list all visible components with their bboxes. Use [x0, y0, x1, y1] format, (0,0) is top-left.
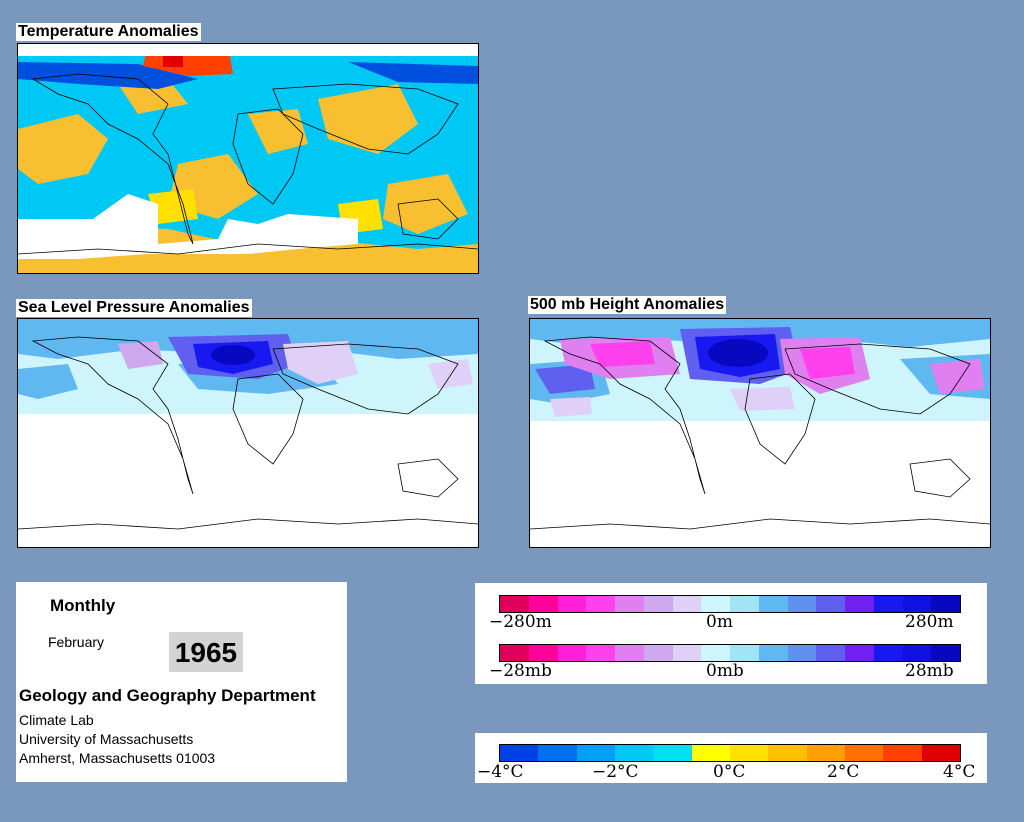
color-swatch: [902, 645, 932, 661]
color-swatch: [615, 645, 644, 661]
color-swatch: [528, 645, 558, 661]
500mb-height-anomaly-map: [529, 318, 991, 548]
color-swatch: [672, 596, 702, 612]
color-swatch: [883, 745, 922, 761]
temperature-legend-panel: −4°C −2°C 0°C 2°C 4°C: [475, 733, 987, 783]
color-swatch: [902, 596, 932, 612]
color-swatch: [787, 645, 817, 661]
info-panel: Monthly February 1965 Geology and Geogra…: [16, 582, 347, 782]
color-swatch: [500, 596, 529, 612]
color-swatch: [500, 745, 539, 761]
color-swatch: [873, 596, 903, 612]
temperature-map-title: Temperature Anomalies: [16, 23, 201, 41]
department-label: Geology and Geography Department: [19, 686, 316, 705]
year-label: 1965: [169, 632, 243, 672]
color-swatch: [701, 596, 730, 612]
color-swatch: [845, 596, 874, 612]
color-swatch: [557, 596, 587, 612]
address-label: Amherst, Massachusetts 01003: [19, 750, 216, 766]
color-swatch: [730, 645, 759, 661]
color-swatch: [643, 596, 673, 612]
color-swatch: [806, 745, 845, 761]
color-swatch: [586, 645, 615, 661]
color-swatch: [758, 596, 788, 612]
color-swatch: [787, 596, 817, 612]
month-label: February: [48, 634, 105, 650]
color-swatch: [873, 645, 903, 661]
height-scale-max-label: 280m: [905, 612, 954, 632]
sea-level-pressure-map-title: Sea Level Pressure Anomalies: [16, 299, 252, 317]
color-swatch: [730, 596, 759, 612]
color-swatch: [614, 745, 654, 761]
period-label: Monthly: [50, 596, 116, 615]
color-swatch: [931, 596, 960, 612]
temperature-tick-label: −2°C: [592, 762, 639, 782]
temperature-color-scale: [499, 744, 961, 762]
temperature-tick-label: −4°C: [477, 762, 524, 782]
color-swatch: [701, 645, 730, 661]
color-swatch: [844, 745, 884, 761]
pressure-scale-max-label: 28mb: [905, 661, 954, 681]
height-scale-min-label: −280m: [489, 612, 552, 632]
color-swatch: [672, 645, 702, 661]
color-swatch: [576, 745, 615, 761]
color-swatch: [643, 645, 673, 661]
color-swatch: [653, 745, 692, 761]
temperature-tick-label: 2°C: [827, 762, 860, 782]
color-swatch: [538, 745, 577, 761]
color-swatch: [816, 596, 845, 612]
color-swatch: [729, 745, 769, 761]
height-color-scale: [499, 595, 961, 613]
pressure-scale-center-label: 0mb: [706, 661, 744, 681]
university-label: University of Massachusetts: [19, 731, 194, 747]
color-swatch: [500, 645, 529, 661]
color-swatch: [557, 645, 587, 661]
color-swatch: [768, 745, 807, 761]
color-swatch: [931, 645, 960, 661]
temperature-tick-label: 0°C: [713, 762, 746, 782]
color-swatch: [845, 645, 874, 661]
color-swatch: [615, 596, 644, 612]
temperature-anomaly-map: [17, 43, 479, 274]
color-swatch: [586, 596, 615, 612]
lab-label: Climate Lab: [19, 712, 94, 728]
height-scale-center-label: 0m: [706, 612, 733, 632]
color-swatch: [691, 745, 730, 761]
color-swatch: [816, 645, 845, 661]
pressure-color-scale: [499, 644, 961, 662]
color-swatch: [758, 645, 788, 661]
color-swatch: [921, 745, 960, 761]
sea-level-pressure-anomaly-map: [17, 318, 479, 548]
color-swatch: [528, 596, 558, 612]
temperature-tick-label: 4°C: [943, 762, 976, 782]
height-map-title: 500 mb Height Anomalies: [528, 296, 727, 314]
pressure-scale-min-label: −28mb: [489, 661, 552, 681]
anomaly-legend-panel: −280m 0m 280m −28mb 0mb 28mb: [475, 583, 987, 684]
